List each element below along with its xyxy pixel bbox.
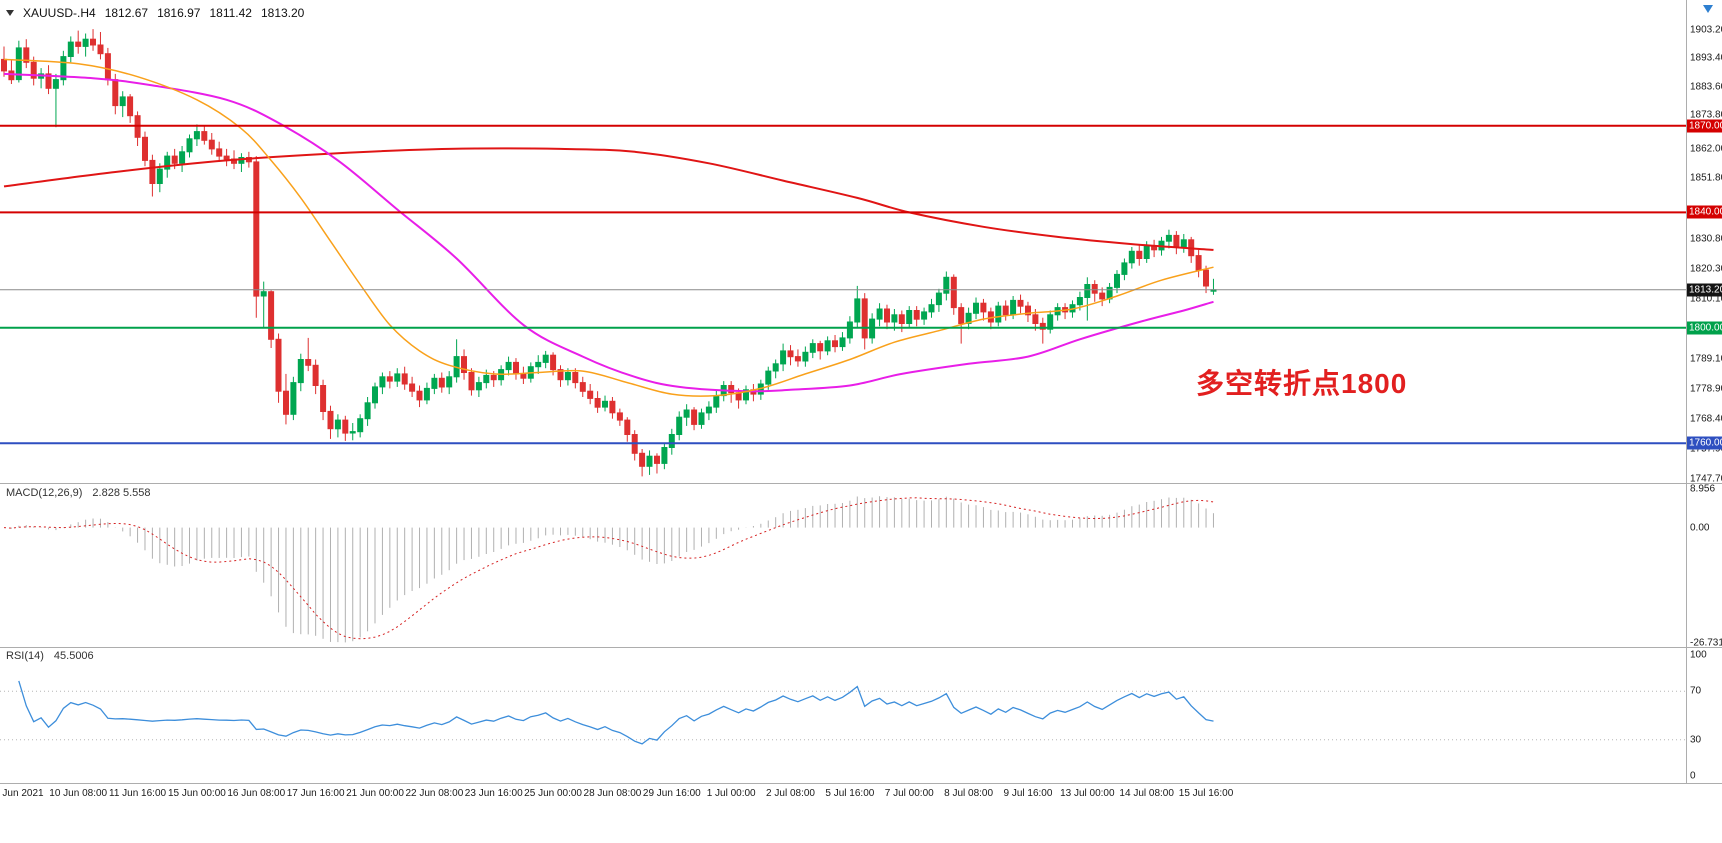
symbol-marker-icon: [6, 10, 14, 16]
moving-averages: [3, 58, 1214, 397]
macd-indicator-values: 2.828 5.558: [92, 487, 151, 499]
rsi-indicator-name: RSI(14): [6, 650, 44, 662]
annotation-text[interactable]: 多空转折点1800: [1196, 368, 1408, 399]
horizontal-level-lines[interactable]: [0, 124, 1686, 445]
ohlc-low-value: 1811.42: [209, 6, 252, 20]
symbol-timeframe-label: XAUUSD-.H4: [23, 6, 96, 20]
ma-mid-line: [3, 72, 1214, 393]
scroll-marker-icon: [1703, 5, 1713, 13]
ohlc-high-value: 1816.97: [157, 6, 201, 20]
rsi-indicator-value: 45.5006: [53, 650, 94, 662]
ohlc-close-value: 1813.20: [260, 6, 305, 20]
macd-signal-line: [3, 497, 1214, 640]
rsi-level-lines: [0, 690, 1686, 741]
macd-label-row: MACD(12,26,9) 2.828 5.558: [6, 487, 151, 499]
candlestick-series: [1, 29, 1217, 477]
ma-fast-line: [3, 58, 1214, 397]
panel-separators: [0, 0, 1722, 784]
chart-header: XAUUSD-.H4 1812.67 1816.97 1811.42 1813.…: [6, 6, 304, 20]
macd-histogram: [10, 496, 1214, 643]
ohlc-open-value: 1812.67: [104, 6, 149, 20]
rsi-line: [18, 680, 1214, 745]
macd-indicator-name: MACD(12,26,9): [6, 487, 83, 499]
ma-slow-line: [3, 147, 1214, 251]
rsi-label-row: RSI(14) 45.5006: [6, 650, 94, 662]
